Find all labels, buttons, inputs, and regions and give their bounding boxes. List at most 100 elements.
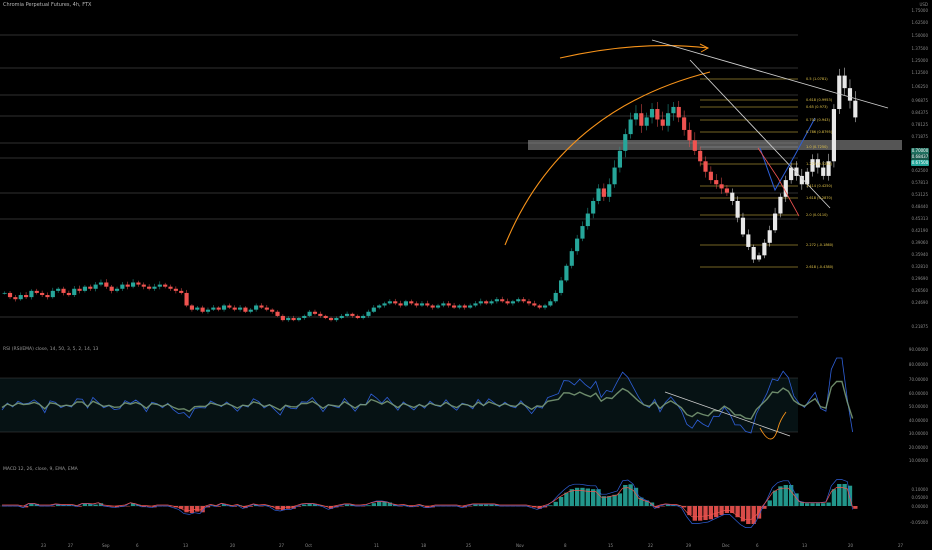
macd-histogram-bar [574,487,580,506]
macd-histogram-bar [537,506,542,509]
macd-histogram-bar [307,503,312,506]
descending-trendline-lower [689,59,831,209]
time-axis-label: Nov [516,543,524,548]
fib-level-label: 1.0 (0.7250) [806,144,828,149]
candle-body [676,106,681,118]
macd-histogram-bar [762,506,767,509]
macd-histogram-bar [473,504,478,506]
macd-axis-label: 0.05000 [911,495,928,500]
rsi-ema-line [1,380,854,420]
macd-histogram-bar [617,493,623,506]
trendline-drawings[interactable] [504,39,889,246]
fib-level-label: 0.786 (0.8795) [806,129,833,134]
candle-body [350,313,355,316]
candle-body [221,305,227,310]
macd-histogram-bar [591,489,596,506]
candle-body [815,159,820,168]
candle-body [639,113,644,126]
candle-body [516,299,521,302]
candle-body [468,305,473,308]
candle-body [692,140,697,151]
candle-body [542,305,548,308]
candle-body [730,192,735,201]
price-axis-label: 1.50000 [911,33,928,38]
candle-body [569,251,574,266]
macd-histogram-bar [639,497,644,506]
candle-body [457,305,462,308]
candle-body [596,188,601,201]
candle-body [746,234,751,247]
macd-histogram-bar [425,506,430,508]
candle-body [280,315,285,321]
macd-histogram-bar [756,506,762,519]
macd-histogram-bar [548,505,553,506]
macd-histogram-bar [815,503,821,506]
candle-body [484,301,489,304]
price-axis-label: 0.96875 [911,98,928,103]
macd-axis-label: 0.00000 [911,504,928,509]
macd-histogram-bar [93,504,98,506]
candle-body [88,286,93,289]
macd-histogram-bar [751,506,756,524]
macd-histogram-bar [665,504,671,506]
candle-body [521,299,526,302]
macd-histogram-bar [23,506,29,508]
price-axis-label: 0.57813 [911,180,928,185]
candle-body [152,286,157,289]
candle-body [238,307,243,310]
macd-histogram-bar [853,506,858,509]
candle-body [580,226,585,239]
candle-body [40,292,45,296]
candle-body [157,284,162,287]
macd-histogram-bar [344,504,350,506]
candle-body [184,292,189,306]
candle-body [644,117,649,126]
candle-body [767,230,772,243]
time-axis-label: Sep [102,543,110,548]
candle-body [355,315,360,319]
candle-body [45,295,50,298]
candle-body [147,286,152,289]
candle-body [179,290,184,293]
macd-histogram-bar [805,503,810,506]
macd-histogram-bar [371,503,376,506]
candle-body [430,305,435,308]
candle-body [189,305,194,310]
candle-body [842,75,847,89]
price-axis-label: 1.25000 [911,58,928,63]
macd-histogram-bar [387,502,393,506]
candle-body [719,184,724,189]
candle-body [494,299,499,302]
macd-histogram-bar [740,506,746,522]
candle-body [708,171,713,181]
candle-body [13,297,18,300]
candle-body [633,113,639,120]
macd-line [2,479,853,528]
candle-body [714,180,719,185]
rsi-axis-label: 90.00000 [908,347,928,352]
orange-arrow-head [699,43,710,53]
candle-body [837,75,842,110]
macd-histogram-bar [612,494,617,506]
rsi-axis-label: 10.00000 [908,458,928,463]
candle-body [682,117,687,130]
candle-body [328,318,334,321]
time-axis-label: Dec [722,543,730,548]
time-axis-label: 6 [136,543,139,548]
candle-body [211,307,216,310]
macd-axis-label: 0.10000 [911,487,928,492]
time-axis-label: 22 [648,543,654,548]
candle-body [275,311,280,316]
time-axis-label: 11 [374,543,380,548]
macd-histogram-bar [484,504,489,506]
macd-histogram-bar [778,486,783,506]
macd-histogram-bar [29,503,34,506]
time-axis-label: 18 [421,543,427,548]
candle-body [724,188,729,193]
fib-level-label: 1.272 (0.5280) [806,161,833,166]
rsi-indicator-label[interactable]: RSI (RSI/EMA) close, 14, 50, 3, 5, 2, 14… [3,347,99,352]
macd-indicator-label[interactable]: MACD 12, 26, close, 9, EMA, EMA [3,467,78,472]
macd-histogram-bar [366,505,371,506]
